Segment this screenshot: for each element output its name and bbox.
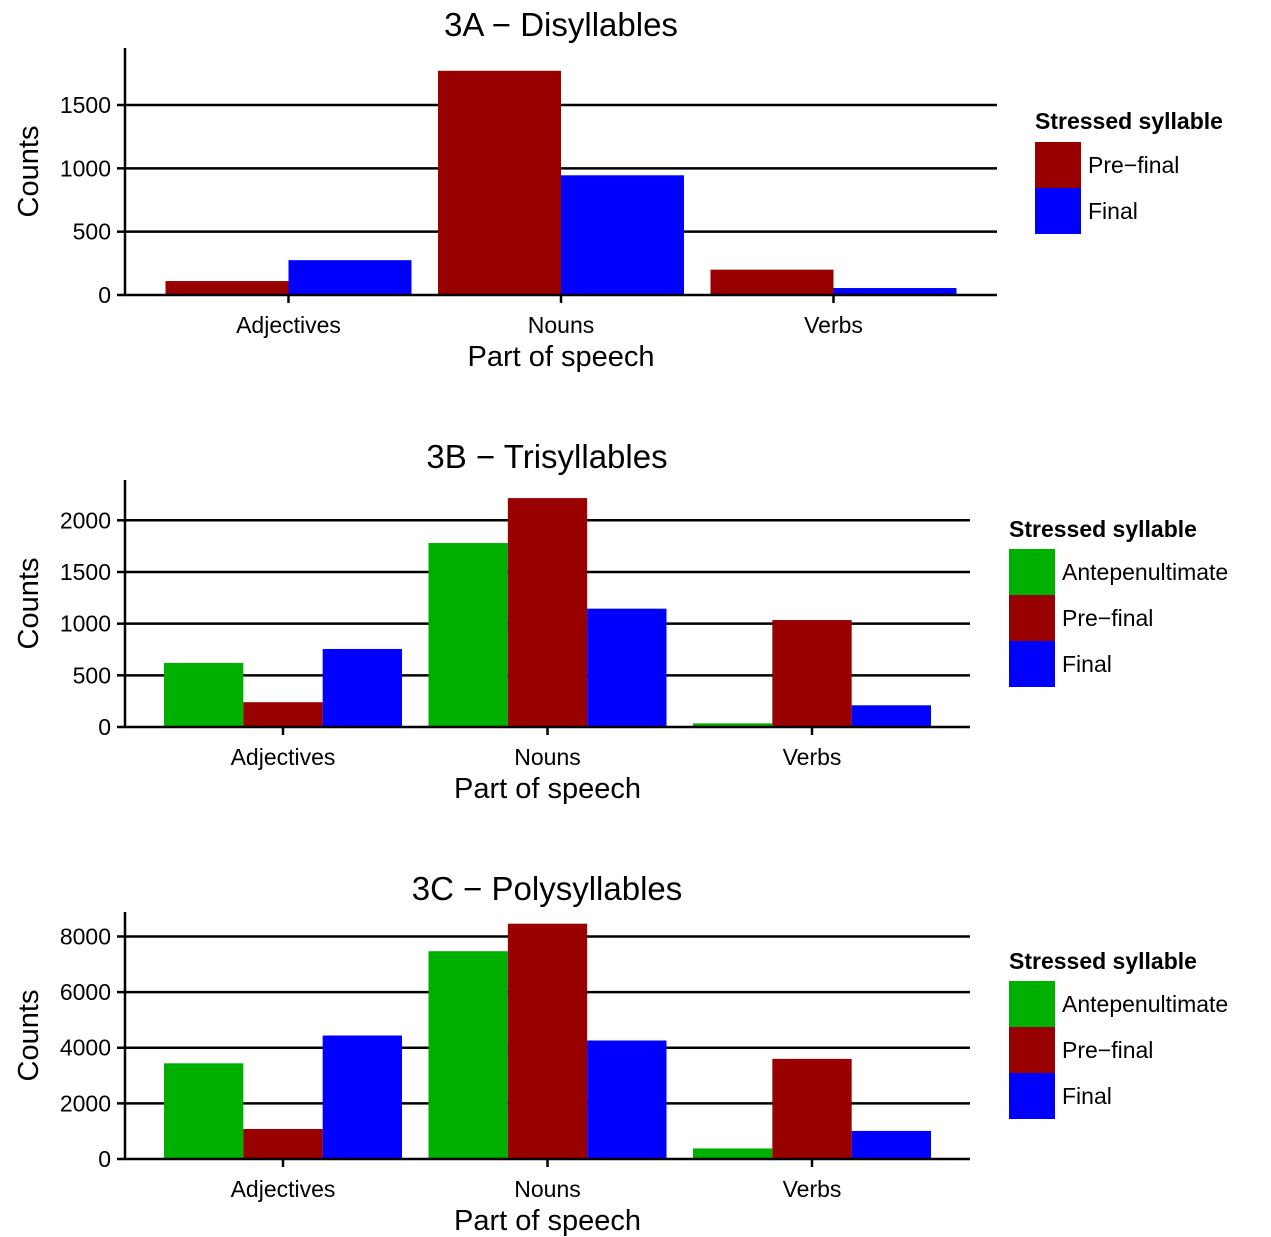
legend-swatch [1009, 1027, 1055, 1073]
y-tick-label: 1000 [60, 155, 111, 181]
y-tick-label: 2000 [60, 1090, 111, 1116]
bar [507, 498, 588, 727]
x-tick-label: Verbs [783, 1176, 842, 1202]
bar [322, 648, 402, 727]
bar [772, 620, 852, 727]
legend-label: Pre−final [1062, 605, 1153, 631]
legend-swatch [1035, 142, 1081, 188]
chart-panel-3: 0 2000 4000 6000 8000 Adjectives Nouns Verbs 3C … [13, 870, 1228, 1237]
y-tick-label: 2000 [60, 507, 111, 533]
y-tick-label: 6000 [60, 979, 111, 1005]
bar [165, 281, 289, 295]
legend-swatch [1009, 1073, 1055, 1119]
x-axis-title: Part of speech [454, 1205, 641, 1237]
legend-swatch [1009, 549, 1055, 595]
bar [428, 951, 508, 1159]
y-axis-title: Counts [13, 558, 45, 650]
y-tick-label: 0 [98, 1146, 111, 1172]
bar [833, 288, 957, 295]
x-axis-title: Part of speech [468, 341, 655, 373]
legend: Stressed syllable Antepenultimate Pre−fina… [1009, 948, 1228, 1119]
bar [507, 923, 588, 1159]
bar [710, 269, 834, 295]
legend-swatch [1009, 981, 1055, 1027]
legend-label: Pre−final [1088, 152, 1179, 178]
x-tick-label: Nouns [528, 312, 594, 338]
legend-label: Antepenultimate [1062, 991, 1228, 1017]
chart-panel-1: 0 500 1000 1500 Adjectives Nouns Verbs 3A − Dis… [13, 6, 1223, 373]
bar [428, 543, 508, 727]
y-axis-title: Counts [13, 126, 45, 218]
x-tick-label: Nouns [514, 1176, 580, 1202]
y-tick-label: 4000 [60, 1035, 111, 1061]
legend: Stressed syllable Pre−final Final [1035, 108, 1223, 234]
y-tick-label: 0 [98, 282, 111, 308]
chart-title: 3B − Trisyllables [426, 438, 667, 475]
bar [587, 608, 667, 727]
bar [851, 1130, 931, 1159]
x-tick-label: Adjectives [231, 744, 336, 770]
x-tick-label: Nouns [514, 744, 580, 770]
x-tick-label: Adjectives [231, 1176, 336, 1202]
x-tick-label: Verbs [783, 744, 842, 770]
bar [851, 705, 931, 727]
y-axis-title: Counts [13, 990, 45, 1082]
y-tick-label: 1500 [60, 92, 111, 118]
bar [288, 260, 412, 295]
legend-label: Final [1062, 651, 1112, 677]
bar [164, 662, 244, 727]
bar [322, 1035, 402, 1159]
legend-label: Final [1062, 1083, 1112, 1109]
legend-swatch [1009, 641, 1055, 687]
x-tick-label: Adjectives [236, 312, 341, 338]
y-tick-label: 1500 [60, 559, 111, 585]
bar [243, 1128, 323, 1159]
y-tick-label: 8000 [60, 923, 111, 949]
y-tick-label: 500 [73, 219, 111, 245]
bar [772, 1058, 852, 1159]
x-tick-label: Verbs [804, 312, 863, 338]
bar [693, 1148, 773, 1159]
legend-title: Stressed syllable [1009, 948, 1197, 974]
bar [164, 1063, 244, 1159]
bar [561, 175, 684, 295]
legend-label: Antepenultimate [1062, 559, 1228, 585]
bar [587, 1040, 667, 1159]
x-axis-title: Part of speech [454, 773, 641, 805]
bar [693, 723, 773, 727]
legend-swatch [1009, 595, 1055, 641]
legend-label: Pre−final [1062, 1037, 1153, 1063]
legend-title: Stressed syllable [1035, 108, 1223, 134]
chart-title: 3A − Disyllables [444, 6, 678, 43]
legend: Stressed syllable Antepenultimate Pre−fina… [1009, 516, 1228, 687]
bar [243, 702, 323, 727]
chart-title: 3C − Polysyllables [412, 870, 683, 907]
chart-panel-2: 0 500 1000 1500 2000 Adjectives Nouns Verbs 3B −… [13, 438, 1228, 805]
legend-title: Stressed syllable [1009, 516, 1197, 542]
y-tick-label: 500 [73, 662, 111, 688]
legend-label: Final [1088, 198, 1138, 224]
bar [438, 70, 561, 295]
legend-swatch [1035, 188, 1081, 234]
y-tick-label: 0 [98, 714, 111, 740]
y-tick-label: 1000 [60, 611, 111, 637]
